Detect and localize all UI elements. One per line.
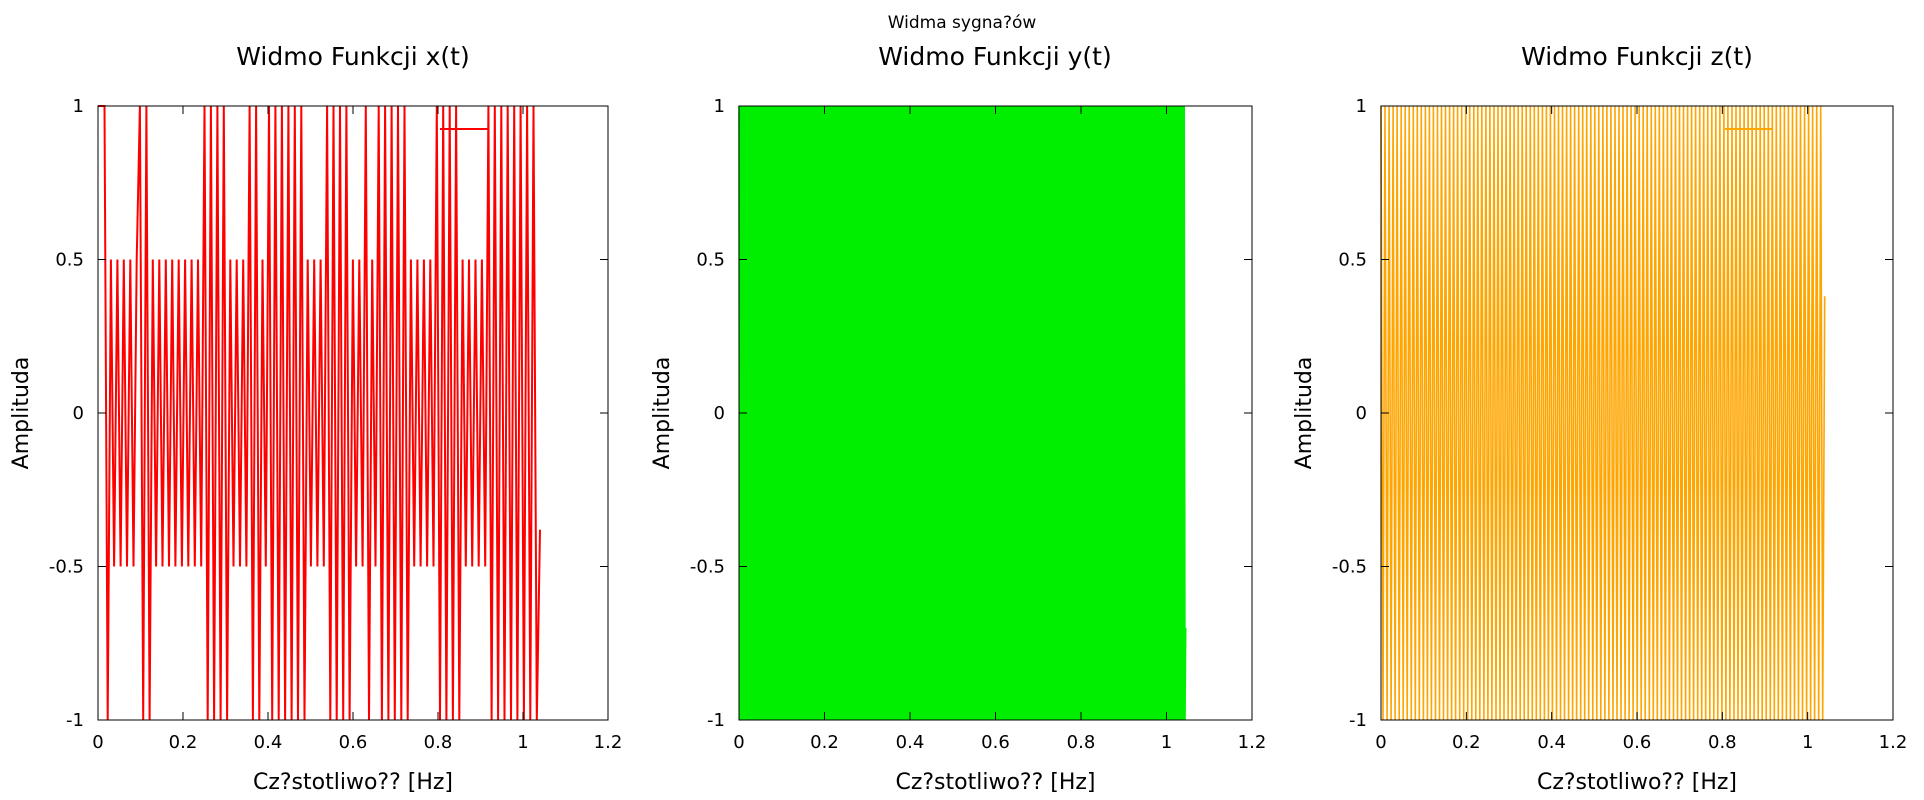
x-axis-label-1: Cz?stotliwo?? [Hz]: [253, 770, 453, 795]
chart-title-1: Widmo Funkcji x(t): [236, 42, 469, 71]
x-tick-label: 1.2: [1238, 732, 1267, 753]
chart-title-3: Widmo Funkcji z(t): [1521, 42, 1753, 71]
x-tick-label: 0: [92, 732, 103, 753]
x-tick-label: 0.4: [896, 732, 925, 753]
y-tick-label: 0: [714, 403, 725, 424]
y-axis-label-3: Amplituda: [1292, 357, 1317, 470]
y-tick-label: -1: [66, 710, 84, 731]
x-tick-label: 0.8: [1067, 732, 1096, 753]
chart-title-2: Widmo Funkcji y(t): [878, 42, 1111, 71]
x-tick-label: 1: [517, 732, 528, 753]
x-tick-label: 0.6: [1623, 732, 1652, 753]
y-tick-label: 0.5: [1338, 250, 1367, 271]
y-tick-label: 0: [1356, 403, 1367, 424]
x-tick-label: 0: [733, 732, 744, 753]
y-tick-label: 0.5: [696, 250, 725, 271]
figure-title: Widma sygna?ów: [888, 13, 1037, 33]
y-tick-label: -0.5: [49, 557, 84, 578]
x-tick-label: 0.8: [424, 732, 453, 753]
x-tick-label: 0.2: [810, 732, 839, 753]
x-tick-label: 1: [1802, 732, 1813, 753]
y-tick-label: -0.5: [1332, 557, 1367, 578]
x-tick-label: 1: [1161, 732, 1172, 753]
y-tick-label: 1: [1356, 96, 1367, 117]
chart-panel-3: 0 0.2 0.4 0.6 0.8 1 1.2 -1 -0.5 0 0.5 1 Widmo Funkcj…: [1292, 42, 1907, 795]
y-axis-label-2: Amplituda: [650, 357, 675, 470]
x-tick-label: 0.6: [981, 732, 1010, 753]
y-tick-label: -1: [1349, 710, 1367, 731]
y-tick-label: 1: [73, 96, 84, 117]
x-tick-label: 0.4: [1537, 732, 1566, 753]
x-axis-label-2: Cz?stotliwo?? [Hz]: [895, 770, 1095, 795]
y-axis-label-1: Amplituda: [9, 357, 34, 470]
series-line-1-1: [98, 105, 541, 721]
x-axis-label-3: Cz?stotliwo?? [Hz]: [1537, 770, 1737, 795]
x-tick-label: 0.4: [254, 732, 283, 753]
y-tick-label: -0.5: [690, 557, 725, 578]
chart-panel-2: 0 0.2 0.4 0.6 0.8 1 1.2 -1 -0.5 0 0.5 1 Widmo Funkcj…: [650, 42, 1266, 795]
y-tick-label: 0.5: [55, 250, 84, 271]
series-line-3-1: [1380, 105, 1826, 721]
y-tick-label: -1: [707, 710, 725, 731]
series-line-2-1: [738, 105, 1187, 721]
x-tick-label: 0: [1375, 732, 1386, 753]
x-tick-label: 0.2: [169, 732, 198, 753]
x-tick-label: 1.2: [1879, 732, 1908, 753]
y-tick-label: 0: [73, 403, 84, 424]
x-tick-label: 1.2: [594, 732, 623, 753]
x-tick-label: 0.2: [1452, 732, 1481, 753]
y-tick-label: 1: [714, 96, 725, 117]
x-tick-label: 0.6: [339, 732, 368, 753]
x-tick-label: 0.8: [1708, 732, 1737, 753]
chart-panel-1: 0 0.2 0.4 0.6 0.8 1 1.2 -1 -0.5 0 0.5 1 Widmo Funkcj…: [9, 42, 622, 795]
